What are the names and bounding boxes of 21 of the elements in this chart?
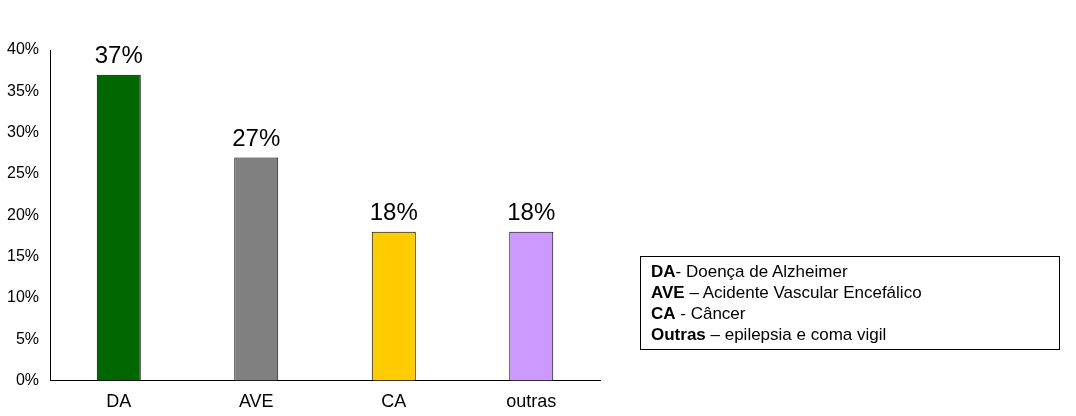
x-tick-label: AVE xyxy=(238,391,274,412)
y-tick-label: 5% xyxy=(15,329,40,347)
y-tick-label: 0% xyxy=(15,370,40,388)
x-tick-label: DA xyxy=(106,391,132,412)
y-tick-label: 20% xyxy=(6,205,40,223)
y-tick-label: 35% xyxy=(6,81,40,99)
y-tick-label: 40% xyxy=(6,40,40,58)
x-tick-label: CA xyxy=(381,391,407,412)
data-label: 18% xyxy=(369,198,418,226)
data-label: 18% xyxy=(507,198,556,226)
y-tick-label: 10% xyxy=(6,288,40,306)
text: DA- Doença de Alzheimer xyxy=(651,261,849,282)
y-tick-label: 15% xyxy=(6,246,40,264)
text: CA - Câncer xyxy=(651,303,747,324)
data-label: 37% xyxy=(94,41,143,69)
y-tick-label: 25% xyxy=(6,164,40,182)
text: Outras – epilepsia e coma vigil xyxy=(651,324,888,345)
y-tick-label: 30% xyxy=(6,123,40,141)
data-label: 27% xyxy=(232,124,281,152)
x-tick-label: outras xyxy=(506,391,557,412)
text: AVE – Acidente Vascular Encefálico xyxy=(651,282,923,303)
